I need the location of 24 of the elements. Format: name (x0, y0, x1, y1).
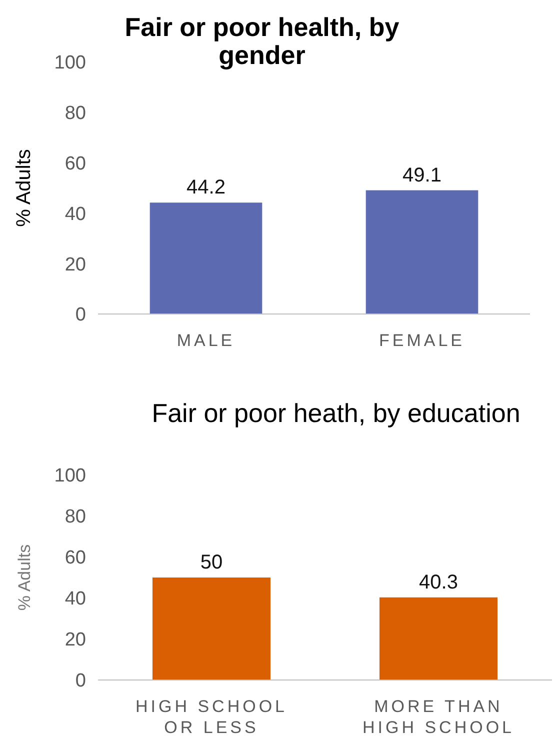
y-tick-label: 20 (64, 630, 86, 651)
data-label: 40.3 (419, 571, 458, 594)
chart-title: Fair or poor health, by gender (124, 12, 400, 70)
y-tick-label: 40 (64, 588, 86, 610)
y-tick-label: 60 (64, 548, 86, 569)
y-tick-label: 40 (64, 204, 86, 225)
x-tick-label: HIGH SCHOOL OR LESS (135, 697, 288, 737)
data-label: 49.1 (402, 164, 442, 186)
y-tick-label: 0 (75, 304, 86, 326)
chart-title: Fair or poor heath, by education (152, 398, 520, 428)
y-tick-label: 80 (64, 506, 86, 528)
x-tick-label: MORE THAN HIGH SCHOOL (362, 697, 515, 737)
y-tick-label: 100 (54, 466, 86, 487)
data-label: 50 (200, 552, 223, 574)
y-axis-title: % Adults (15, 544, 34, 611)
y-axis-title: % Adults (13, 149, 35, 227)
data-label: 44.2 (186, 176, 226, 199)
y-tick-label: 20 (64, 254, 86, 276)
x-tick-label: MALE (176, 331, 236, 350)
y-tick-label: 0 (75, 670, 86, 692)
y-tick-label: 80 (64, 103, 86, 124)
y-tick-label: 100 (54, 52, 86, 74)
x-tick-label: FEMALE (378, 331, 466, 350)
y-tick-label: 60 (64, 153, 86, 174)
